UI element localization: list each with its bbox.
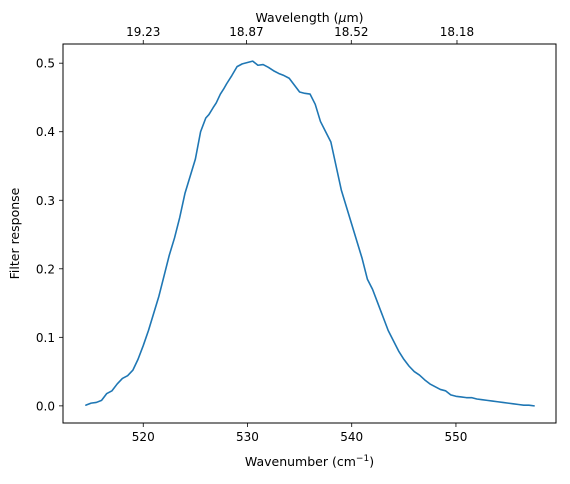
x-tick-label: 520 (132, 430, 155, 444)
x-axis-label-suffix: ) (369, 454, 374, 469)
y-tick-label: 0.2 (36, 262, 55, 276)
y-tick-label: 0.0 (36, 399, 55, 413)
filter-response-line (85, 60, 535, 407)
top-axis-label-suffix: m) (346, 10, 363, 25)
y-tick-label: 0.3 (36, 194, 55, 208)
plot-layer (85, 60, 535, 407)
y-tick-label: 0.5 (36, 57, 55, 71)
top-tick-label: 18.52 (334, 25, 368, 39)
y-tick-label: 0.4 (36, 125, 55, 139)
y-tick-label: 0.1 (36, 331, 55, 345)
x-tick-label: 540 (340, 430, 363, 444)
top-tick-label: 18.87 (229, 25, 263, 39)
top-axis-label-prefix: Wavelength ( (255, 10, 338, 25)
y-axis-label: Filter response (7, 187, 22, 279)
top-axis-label: Wavelength (μm) (255, 10, 363, 25)
top-tick-label: 18.18 (440, 25, 474, 39)
x-tick-label: 530 (236, 430, 259, 444)
top-tick-label: 19.23 (126, 25, 160, 39)
x-axis-label: Wavenumber (cm−1) (245, 454, 374, 469)
x-tick-label: 550 (444, 430, 467, 444)
ticks-layer: 520 530 540 550 0.0 0.1 0.2 0.3 0.4 0.5 19.23 18.87… (36, 25, 474, 444)
top-axis-label-mu: μ (338, 10, 347, 25)
plot-frame (62, 43, 557, 424)
x-axis-label-superscript: −1 (356, 454, 369, 464)
x-axis-label-text: Wavenumber (cm (245, 454, 356, 469)
